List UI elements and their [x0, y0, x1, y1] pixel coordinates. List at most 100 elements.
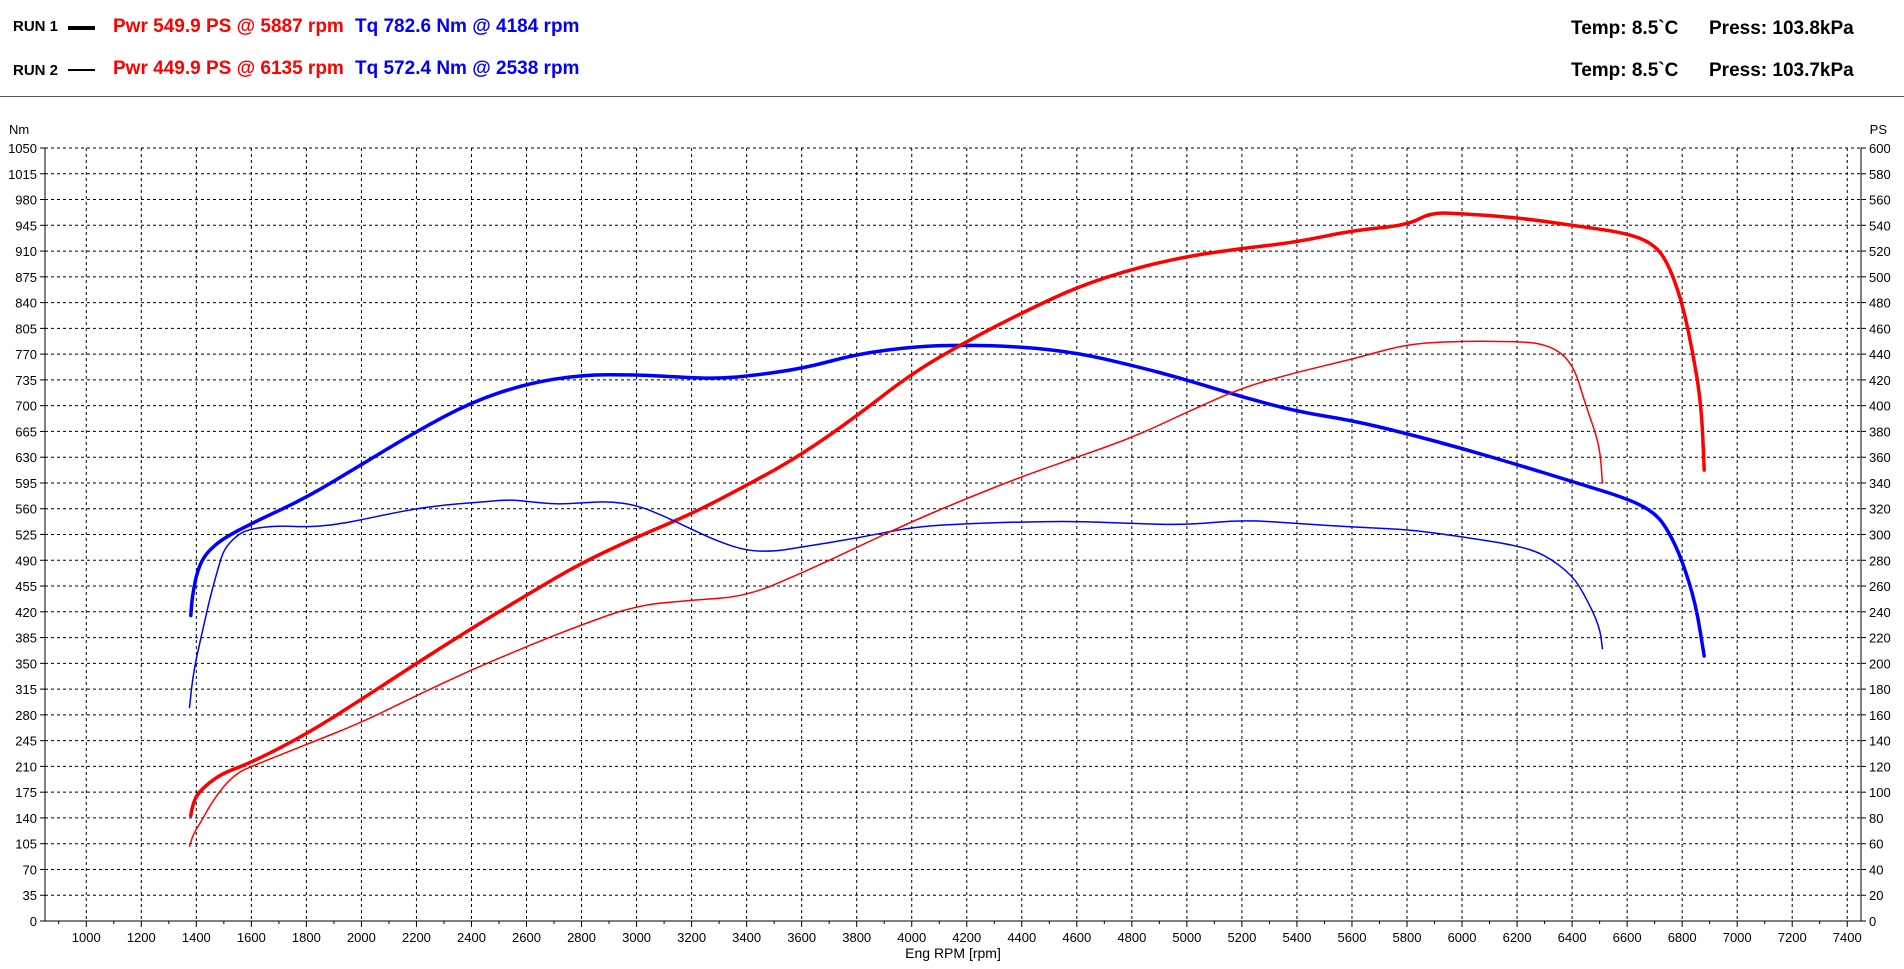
run1-torque-summary: Tq 782.6 Nm @ 4184 rpm	[355, 16, 580, 37]
y-left-tick-label: 350	[15, 656, 37, 671]
y-right-tick-label: 220	[1869, 631, 1891, 646]
run2-torque-summary: Tq 572.4 Nm @ 2538 rpm	[355, 58, 580, 79]
y-left-tick-label: 105	[15, 837, 37, 852]
y-right-tick-label: 500	[1869, 270, 1891, 285]
x-axis-title: Eng RPM [rpm]	[905, 945, 1001, 961]
run1-label: RUN 1	[13, 18, 59, 35]
y-left-tick-label: 140	[15, 811, 37, 826]
x-tick-label: 3200	[677, 930, 706, 945]
x-tick-label: 4000	[897, 930, 926, 945]
y-right-axis-title: PS	[1870, 122, 1888, 137]
x-tick-label: 5800	[1393, 930, 1422, 945]
y-right-tick-label: 200	[1869, 656, 1891, 671]
x-tick-label: 2600	[512, 930, 541, 945]
header-divider	[0, 96, 1904, 97]
y-right-tick-label: 20	[1869, 888, 1883, 903]
x-tick-label: 1400	[182, 930, 211, 945]
y-right-tick-label: 240	[1869, 605, 1891, 620]
y-right-tick-label: 380	[1869, 424, 1891, 439]
y-left-tick-label: 665	[15, 424, 37, 439]
y-left-tick-label: 560	[15, 502, 37, 517]
y-right-tick-label: 580	[1869, 167, 1891, 182]
y-right-tick-label: 560	[1869, 193, 1891, 208]
run2-label: RUN 2	[13, 62, 59, 79]
x-tick-label: 4400	[1007, 930, 1036, 945]
y-right-tick-label: 480	[1869, 296, 1891, 311]
y-right-tick-label: 120	[1869, 759, 1891, 774]
y-right-tick-label: 340	[1869, 476, 1891, 491]
x-tick-label: 6000	[1448, 930, 1477, 945]
y-right-tick-label: 160	[1869, 708, 1891, 723]
x-tick-label: 4200	[952, 930, 981, 945]
dyno-chart: 0 35 70 105 140 175 210 245 280 315 350 385 420 455 49…	[8, 122, 1891, 961]
run1-temperature: Temp: 8.5`C	[1571, 18, 1679, 39]
y-left-tick-label: 595	[15, 476, 37, 491]
y-right-tick-label: 80	[1869, 811, 1883, 826]
y-left-tick-label: 700	[15, 399, 37, 414]
x-tick-label: 1800	[292, 930, 321, 945]
y-right-tick-label: 320	[1869, 502, 1891, 517]
x-tick-label: 6200	[1503, 930, 1532, 945]
run2-temperature: Temp: 8.5`C	[1571, 60, 1679, 81]
y-left-tick-label: 420	[15, 605, 37, 620]
y-left-tick-label: 35	[23, 888, 37, 903]
y-right-tick-label: 540	[1869, 218, 1891, 233]
y-left-tick-label: 490	[15, 553, 37, 568]
x-tick-label: 3600	[787, 930, 816, 945]
y-right-tick-label: 260	[1869, 579, 1891, 594]
y-left-tick-label: 70	[23, 862, 37, 877]
x-tick-label: 3400	[732, 930, 761, 945]
y-right-tick-label: 440	[1869, 347, 1891, 362]
y-right-tick-label: 400	[1869, 399, 1891, 414]
y-right-tick-label: 180	[1869, 682, 1891, 697]
run2-line-swatch	[68, 69, 95, 71]
y-left-tick-label: 385	[15, 631, 37, 646]
x-tick-label: 5600	[1338, 930, 1367, 945]
y-right-tick-label: 520	[1869, 244, 1891, 259]
y-right-tick-label: 460	[1869, 321, 1891, 336]
x-tick-label: 7200	[1778, 930, 1807, 945]
x-tick-label: 1600	[237, 930, 266, 945]
header-panel: RUN 1 Pwr 549.9 PS @ 5887 rpm Tq 782.6 N…	[0, 0, 1904, 97]
y-right-tick-label: 300	[1869, 528, 1891, 543]
y-right-tick-label: 100	[1869, 785, 1891, 800]
run1-power-summary: Pwr 549.9 PS @ 5887 rpm	[113, 16, 344, 37]
y-left-tick-label: 210	[15, 759, 37, 774]
x-tick-label: 1000	[72, 930, 101, 945]
y-right-tick-label: 360	[1869, 450, 1891, 465]
y-left-tick-label: 175	[15, 785, 37, 800]
run1-pressure: Press: 103.8kPa	[1709, 18, 1854, 39]
run1-torque-curve	[189, 343, 1706, 658]
run2-torque-curve	[188, 499, 1604, 709]
run1-line-swatch	[68, 26, 95, 30]
run1-power-curve	[189, 211, 1706, 818]
y-right-tick-label: 600	[1869, 141, 1891, 156]
y-left-tick-label: 245	[15, 734, 37, 749]
y-left-tick-label: 525	[15, 528, 37, 543]
y-left-tick-label: 315	[15, 682, 37, 697]
y-left-tick-label: 770	[15, 347, 37, 362]
x-tick-label: 7400	[1833, 930, 1862, 945]
x-tick-label: 3800	[842, 930, 871, 945]
x-tick-label: 1200	[127, 930, 156, 945]
x-tick-label: 3000	[622, 930, 651, 945]
y-right-tick-label: 60	[1869, 837, 1883, 852]
x-tick-label: 6600	[1613, 930, 1642, 945]
y-left-tick-label: 945	[15, 218, 37, 233]
y-left-axis-title: Nm	[9, 122, 29, 137]
y-left-tick-label: 1050	[8, 141, 37, 156]
y-left-tick-label: 805	[15, 321, 37, 336]
x-tick-label: 7000	[1723, 930, 1752, 945]
y-right-tick-label: 420	[1869, 373, 1891, 388]
x-tick-label: 5400	[1282, 930, 1311, 945]
run2-power-curve	[188, 340, 1604, 848]
run2-pressure: Press: 103.7kPa	[1709, 60, 1854, 81]
y-left-tick-label: 840	[15, 296, 37, 311]
y-left-tick-label: 910	[15, 244, 37, 259]
x-tick-label: 2400	[457, 930, 486, 945]
y-right-tick-label: 0	[1869, 914, 1876, 929]
x-tick-label: 5200	[1227, 930, 1256, 945]
x-tick-label: 4600	[1062, 930, 1091, 945]
y-left-tick-label: 735	[15, 373, 37, 388]
x-tick-label: 4800	[1117, 930, 1146, 945]
